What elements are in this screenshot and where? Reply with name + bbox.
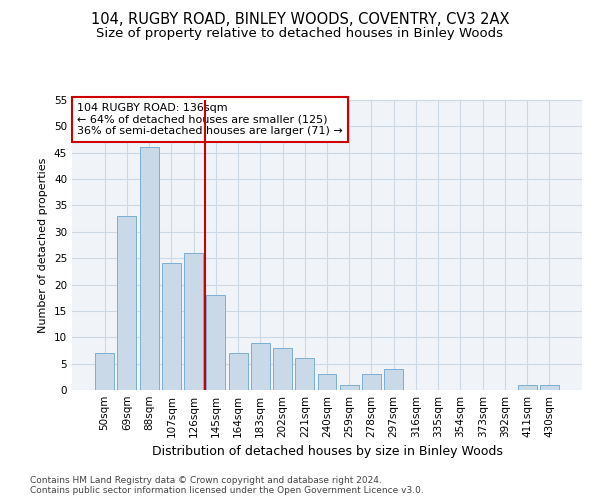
X-axis label: Distribution of detached houses by size in Binley Woods: Distribution of detached houses by size … bbox=[152, 446, 502, 458]
Bar bbox=[140, 148, 158, 390]
Bar bbox=[540, 384, 559, 390]
Bar bbox=[340, 384, 359, 390]
Bar bbox=[251, 342, 270, 390]
Text: Contains HM Land Registry data © Crown copyright and database right 2024.
Contai: Contains HM Land Registry data © Crown c… bbox=[30, 476, 424, 495]
Bar bbox=[273, 348, 292, 390]
Bar bbox=[206, 295, 225, 390]
Bar bbox=[184, 253, 203, 390]
Bar bbox=[362, 374, 381, 390]
Bar bbox=[384, 369, 403, 390]
Bar bbox=[518, 384, 536, 390]
Text: 104 RUGBY ROAD: 136sqm
← 64% of detached houses are smaller (125)
36% of semi-de: 104 RUGBY ROAD: 136sqm ← 64% of detached… bbox=[77, 103, 343, 136]
Bar bbox=[118, 216, 136, 390]
Text: Size of property relative to detached houses in Binley Woods: Size of property relative to detached ho… bbox=[97, 28, 503, 40]
Bar bbox=[95, 353, 114, 390]
Bar bbox=[162, 264, 181, 390]
Y-axis label: Number of detached properties: Number of detached properties bbox=[38, 158, 49, 332]
Bar bbox=[317, 374, 337, 390]
Text: 104, RUGBY ROAD, BINLEY WOODS, COVENTRY, CV3 2AX: 104, RUGBY ROAD, BINLEY WOODS, COVENTRY,… bbox=[91, 12, 509, 28]
Bar bbox=[295, 358, 314, 390]
Bar bbox=[229, 353, 248, 390]
